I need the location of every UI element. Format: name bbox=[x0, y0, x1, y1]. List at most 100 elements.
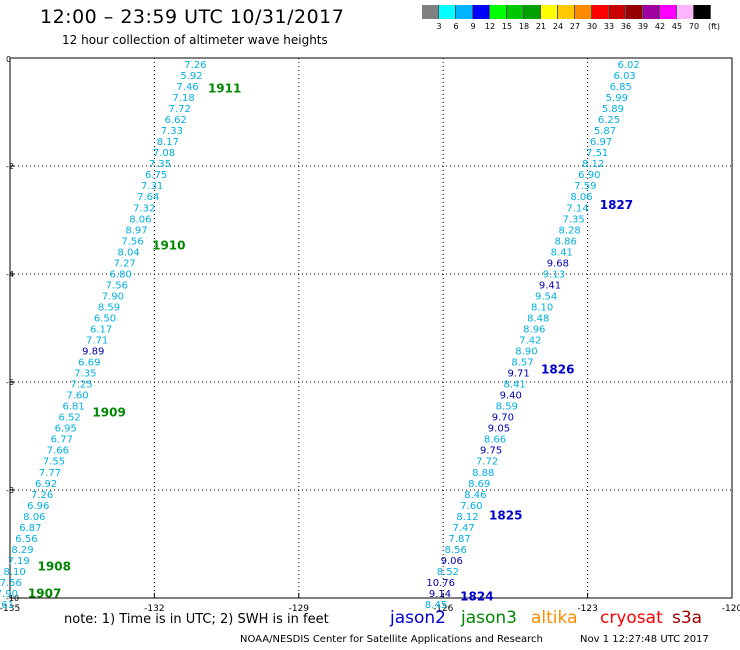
swh-value: 8.17 bbox=[157, 137, 179, 148]
credit-line: NOAA/NESDIS Center for Satellite Applica… bbox=[240, 634, 543, 645]
swh-value: 8.04 bbox=[117, 247, 139, 258]
pass-id-label: 1826 bbox=[541, 363, 574, 377]
swh-value: 7.64 bbox=[137, 192, 159, 203]
legend-label: 6 bbox=[453, 22, 459, 31]
swh-value: 8.52 bbox=[437, 567, 459, 578]
legend-swatch bbox=[422, 5, 439, 19]
y-tick-label: 0 bbox=[6, 55, 11, 64]
swh-value: 6.69 bbox=[78, 358, 100, 369]
legend-swatch bbox=[694, 5, 711, 19]
swh-value: 7.26 bbox=[31, 490, 53, 501]
swh-value: 9.68 bbox=[547, 258, 569, 269]
legend-swatch bbox=[643, 5, 660, 19]
legend-swatch bbox=[490, 5, 507, 19]
swh-value: 8.57 bbox=[511, 358, 533, 369]
swh-value: 8.56 bbox=[445, 545, 467, 556]
legend-swatch bbox=[626, 5, 643, 19]
swh-value: 8.10 bbox=[4, 567, 26, 578]
swh-value: 6.52 bbox=[59, 413, 81, 424]
legend-label: 42 bbox=[654, 22, 666, 31]
swh-value: 8.29 bbox=[11, 545, 33, 556]
swh-value: 6.80 bbox=[110, 269, 132, 280]
page-title: 12:00 – 23:59 UTC 10/31/2017 bbox=[40, 6, 345, 28]
satellite-label-jason3: jason3 bbox=[461, 608, 517, 628]
swh-value: 5.92 bbox=[180, 71, 202, 82]
swh-value: 7.66 bbox=[47, 446, 69, 457]
swh-value: 6.56 bbox=[15, 534, 37, 545]
swh-value: 7.08 bbox=[153, 148, 175, 159]
legend-label: 12 bbox=[484, 22, 496, 31]
swh-value: 6.25 bbox=[598, 115, 620, 126]
footnote: note: 1) Time is in UTC; 2) SWH is in fe… bbox=[64, 612, 329, 627]
satellite-label-cryosat: cryosat bbox=[600, 608, 663, 628]
swh-value: 8.90 bbox=[515, 347, 537, 358]
swh-value: 7.56 bbox=[0, 578, 22, 589]
swh-value: 8.96 bbox=[523, 324, 545, 335]
swh-value: 7.18 bbox=[172, 93, 194, 104]
swh-value: 9.13 bbox=[543, 269, 565, 280]
swh-value: 8.48 bbox=[527, 313, 549, 324]
legend-swatch bbox=[609, 5, 626, 19]
x-tick-label: -120 bbox=[722, 604, 740, 614]
satellite-label-jason2: jason2 bbox=[390, 608, 446, 628]
swh-value: 9.54 bbox=[535, 291, 557, 302]
swh-value: 7.26 bbox=[184, 60, 206, 71]
swh-value: 8.06 bbox=[23, 512, 45, 523]
legend-label: 36 bbox=[620, 22, 632, 31]
legend-label: 24 bbox=[552, 22, 564, 31]
satellite-label-s3a: s3a bbox=[672, 608, 703, 628]
legend-label: 27 bbox=[569, 22, 581, 31]
swh-value: 7.14 bbox=[566, 203, 588, 214]
swh-value: 8.66 bbox=[484, 435, 506, 446]
swh-value: 8.69 bbox=[468, 479, 490, 490]
swh-value: 7.55 bbox=[43, 457, 65, 468]
page-subtitle: 12 hour collection of altimeter wave hei… bbox=[62, 33, 328, 47]
legend-swatch bbox=[507, 5, 524, 19]
swh-value: 7.31 bbox=[141, 181, 163, 192]
legend-label: 33 bbox=[603, 22, 615, 31]
swh-value: 9.06 bbox=[441, 556, 463, 567]
legend-swatch bbox=[473, 5, 490, 19]
swh-value: 6.96 bbox=[27, 501, 49, 512]
pass-id-label: 1910 bbox=[152, 238, 185, 252]
swh-value: 8.06 bbox=[570, 192, 592, 203]
swh-value: 9.41 bbox=[539, 280, 561, 291]
swh-value: 7.35 bbox=[149, 159, 171, 170]
pass-id-label: 1824 bbox=[460, 589, 493, 603]
swh-value: 9.40 bbox=[500, 391, 522, 402]
plot-frame bbox=[9, 57, 733, 599]
swh-value: 7.90 bbox=[102, 291, 124, 302]
swh-value: 6.77 bbox=[51, 435, 73, 446]
legend-swatch bbox=[524, 5, 541, 19]
swh-value: 6.03 bbox=[614, 71, 636, 82]
swh-value: 7.33 bbox=[161, 126, 183, 137]
swh-value: 8.97 bbox=[125, 225, 147, 236]
pass-id-label: 1827 bbox=[600, 198, 633, 212]
pass-id-label: 1907 bbox=[28, 587, 61, 601]
legend-swatch bbox=[575, 5, 592, 19]
swh-value: 6.90 bbox=[578, 170, 600, 181]
y-tick-label: -4 bbox=[6, 270, 14, 279]
legend-label: 39 bbox=[637, 22, 649, 31]
swh-value: 7.46 bbox=[176, 82, 198, 93]
swh-value: 8.12 bbox=[456, 512, 478, 523]
swh-value: 7.42 bbox=[519, 336, 541, 347]
swh-value: 7.25 bbox=[70, 380, 92, 391]
satellite-label-altika: altika bbox=[531, 608, 578, 628]
swh-value: 8.88 bbox=[472, 468, 494, 479]
swh-value: 9.14 bbox=[429, 589, 451, 600]
swh-value: 8.12 bbox=[582, 159, 604, 170]
swh-value: 8.28 bbox=[559, 225, 581, 236]
swh-value: 7.59 bbox=[574, 181, 596, 192]
swh-value: 7.19 bbox=[7, 556, 29, 567]
generated-timestamp: Nov 1 12:27:48 UTC 2017 bbox=[580, 634, 709, 645]
legend-swatch bbox=[558, 5, 575, 19]
swh-value: 8.06 bbox=[129, 214, 151, 225]
x-tick-label: -132 bbox=[144, 604, 164, 614]
swh-value: 8.86 bbox=[555, 236, 577, 247]
swh-value: 7.77 bbox=[39, 468, 61, 479]
swh-value: 6.50 bbox=[94, 313, 116, 324]
legend-swatch bbox=[439, 5, 456, 19]
swh-value: 6.75 bbox=[145, 170, 167, 181]
